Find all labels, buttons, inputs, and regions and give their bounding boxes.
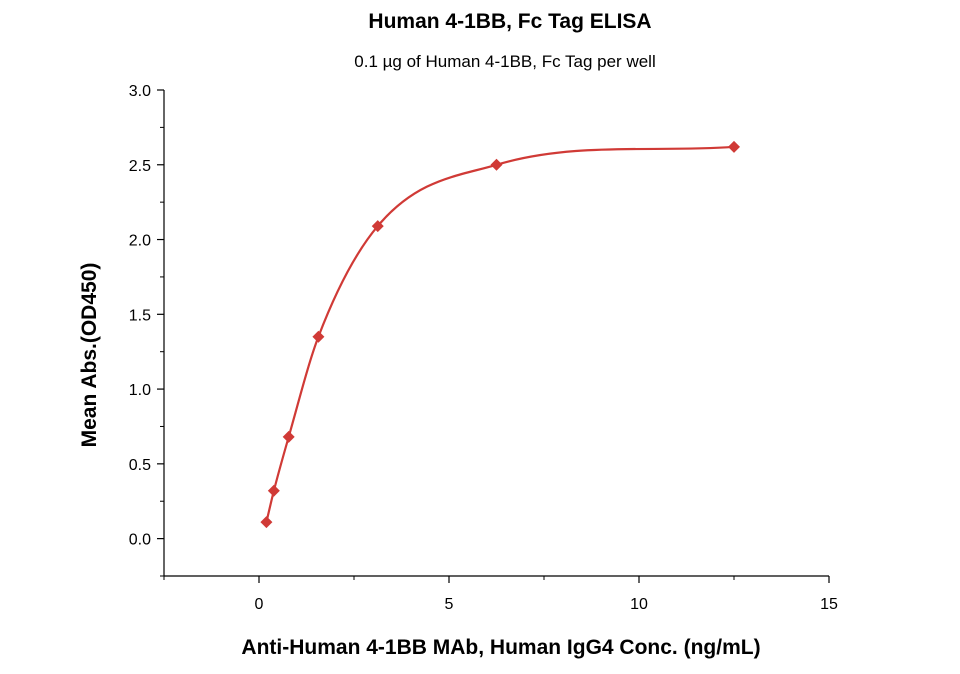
y-axis-title: Mean Abs.(OD450)	[78, 263, 101, 448]
x-ticks: 0 5 10 15	[163, 576, 838, 613]
x-tick-label: 10	[630, 596, 648, 613]
data-point	[312, 330, 325, 343]
y-ticks: 0.0 0.5 1.0 1.5 2.0 2.5 3.0	[129, 83, 164, 577]
y-tick-label: 2.5	[129, 158, 151, 175]
data-point	[267, 484, 280, 497]
x-tick-label: 0	[255, 596, 264, 613]
y-tick-label: 0.5	[129, 457, 151, 474]
y-tick-label: 0.0	[129, 532, 151, 549]
chart-subtitle: 0.1 µg of Human 4-1BB, Fc Tag per well	[354, 52, 655, 71]
y-tick-label: 2.0	[129, 233, 151, 250]
x-tick-label: 15	[820, 596, 838, 613]
chart-title: Human 4-1BB, Fc Tag ELISA	[368, 10, 651, 33]
y-tick-label: 1.0	[129, 382, 151, 399]
y-tick-label: 1.5	[129, 307, 151, 324]
fit-curve	[265, 145, 735, 523]
axes	[163, 90, 829, 577]
data-points	[260, 140, 740, 529]
data-point	[490, 158, 503, 171]
y-tick-label: 3.0	[129, 83, 151, 100]
data-point	[260, 516, 273, 529]
data-point	[282, 430, 295, 443]
data-point	[728, 140, 740, 153]
x-tick-label: 5	[445, 596, 454, 613]
data-point	[371, 220, 384, 233]
x-axis-title: Anti-Human 4-1BB MAb, Human IgG4 Conc. (…	[241, 636, 760, 659]
